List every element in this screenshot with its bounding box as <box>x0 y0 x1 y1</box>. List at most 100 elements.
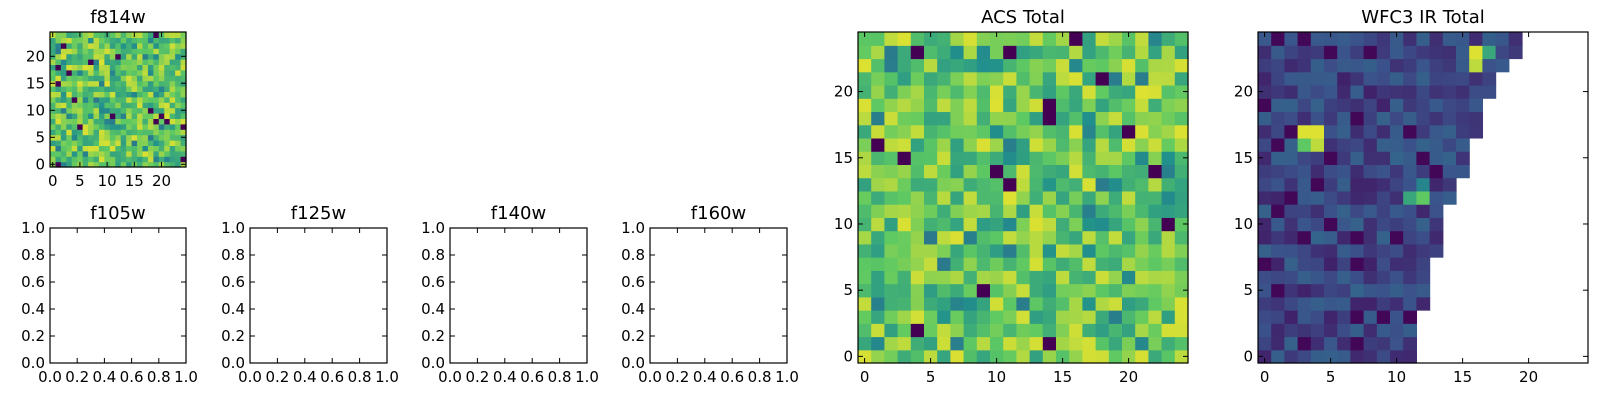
wfc3-ir-total-cell <box>1390 243 1404 258</box>
acs-total-cell <box>910 323 925 338</box>
acs-total-cell <box>937 32 951 46</box>
acs-total-cell <box>1082 243 1097 258</box>
f814w-cell <box>50 64 57 71</box>
wfc3-ir-total-cell <box>1337 310 1351 324</box>
f814w-cell <box>169 140 176 146</box>
wfc3-ir-total-cell <box>1403 71 1417 86</box>
wfc3-ir-total-cell <box>1324 151 1338 165</box>
f160w-xtick-label: 1.0 <box>775 368 799 386</box>
acs-total-cell <box>963 111 978 126</box>
acs-total-cell <box>1016 283 1031 298</box>
wfc3-ir-total-cell <box>1310 58 1325 73</box>
wfc3-ir-total-cell <box>1390 217 1404 232</box>
f814w-cell <box>60 107 67 114</box>
f814w-cell <box>120 134 127 141</box>
acs-total-cell <box>1148 58 1163 73</box>
wfc3-ir-total-cell <box>1429 58 1444 73</box>
f814w-cell <box>109 86 116 92</box>
acs-total-cell <box>937 177 951 192</box>
f814w-cell <box>93 59 100 65</box>
wfc3-ir-total-cell <box>1337 296 1351 311</box>
f814w-cell <box>71 107 78 114</box>
acs-total-cell <box>884 323 899 338</box>
acs-total-cell <box>1161 217 1176 232</box>
f814w-cell <box>120 69 127 76</box>
f814w-cell <box>164 96 171 103</box>
wfc3-ir-total-cell <box>1284 98 1299 113</box>
acs-total-cell <box>1135 323 1149 338</box>
f814w-cell <box>88 107 95 114</box>
f814w-cell <box>120 118 127 125</box>
acs-total-cell <box>1082 296 1097 311</box>
f814w-cell <box>115 113 122 119</box>
f814w-cell <box>55 64 62 71</box>
wfc3-ir-total-cell <box>1403 124 1417 139</box>
f814w-cell <box>175 113 182 119</box>
acs-total-cell <box>1122 58 1136 73</box>
acs-total-cell <box>924 84 938 99</box>
wfc3-ir-total-cell <box>1363 230 1378 245</box>
acs-total-cell <box>1122 111 1136 126</box>
acs-total-cell <box>1069 71 1083 86</box>
acs-total-cell <box>963 257 978 271</box>
f814w-cell <box>137 86 144 92</box>
wfc3-ir-total-cell <box>1297 204 1312 218</box>
wfc3-ir-total-cell <box>1350 257 1365 271</box>
acs-total-cell <box>976 270 991 285</box>
f814w-cell <box>142 69 149 76</box>
acs-total-cell <box>1174 137 1189 152</box>
acs-total-cell <box>1082 151 1097 165</box>
f814w-cell <box>175 156 182 163</box>
acs-total-cell <box>897 217 912 232</box>
f814w-cell <box>115 59 122 65</box>
wfc3-ir-total-cell <box>1403 204 1417 218</box>
f814w-cell <box>175 123 182 130</box>
f814w-cell <box>88 37 95 44</box>
f814w-cell <box>71 42 78 49</box>
acs-total-cell <box>1148 270 1163 285</box>
acs-total-cell <box>1082 257 1097 271</box>
acs-total-cell <box>1003 151 1017 165</box>
f814w-cell <box>88 134 95 141</box>
acs-total-cell <box>950 32 965 46</box>
f814w-cell <box>175 107 182 114</box>
acs-total-cell <box>1029 204 1044 218</box>
f814w-cell <box>66 42 73 49</box>
f814w-cell <box>120 129 127 136</box>
f814w-cell <box>66 64 73 71</box>
acs-total-cell <box>1042 45 1057 60</box>
wfc3-ir-total-cell <box>1297 243 1312 258</box>
acs-total-frame <box>857 31 1189 364</box>
wfc3-ir-total-cell <box>1337 32 1351 46</box>
acs-total-ytick-label: 20 <box>834 83 853 101</box>
wfc3-ir-total-cell <box>1376 32 1391 46</box>
f814w-cell <box>71 140 78 146</box>
wfc3-ir-total-cell <box>1429 204 1444 218</box>
f814w-cell <box>93 145 100 152</box>
acs-total-cell <box>1056 151 1070 165</box>
acs-total-cell <box>1029 217 1044 232</box>
f814w-cell <box>115 96 122 103</box>
acs-total-cell <box>990 257 1004 271</box>
wfc3-ir-total-cell <box>1376 257 1391 271</box>
acs-total-cell <box>910 98 925 113</box>
f814w-cell <box>66 129 73 136</box>
acs-total-cell <box>950 336 965 351</box>
f814w-cell <box>109 156 116 163</box>
acs-total-cell <box>1003 204 1017 218</box>
acs-total-cell <box>950 124 965 139</box>
f814w-cell <box>180 156 187 163</box>
f814w-cell <box>120 123 127 130</box>
acs-total-cell <box>1095 45 1110 60</box>
f105w-ytick-label: 0.6 <box>21 273 45 291</box>
wfc3-ir-total-cell <box>1310 283 1325 298</box>
f814w-cell <box>60 59 67 65</box>
f814w-cell <box>104 37 111 44</box>
f814w-cell <box>169 59 176 65</box>
wfc3-ir-total-cell <box>1258 45 1272 60</box>
f814w-cell <box>50 96 57 103</box>
wfc3-ir-total-xtick-label: 5 <box>1326 368 1336 386</box>
f814w-cell <box>55 86 62 92</box>
acs-total-cell <box>963 98 978 113</box>
